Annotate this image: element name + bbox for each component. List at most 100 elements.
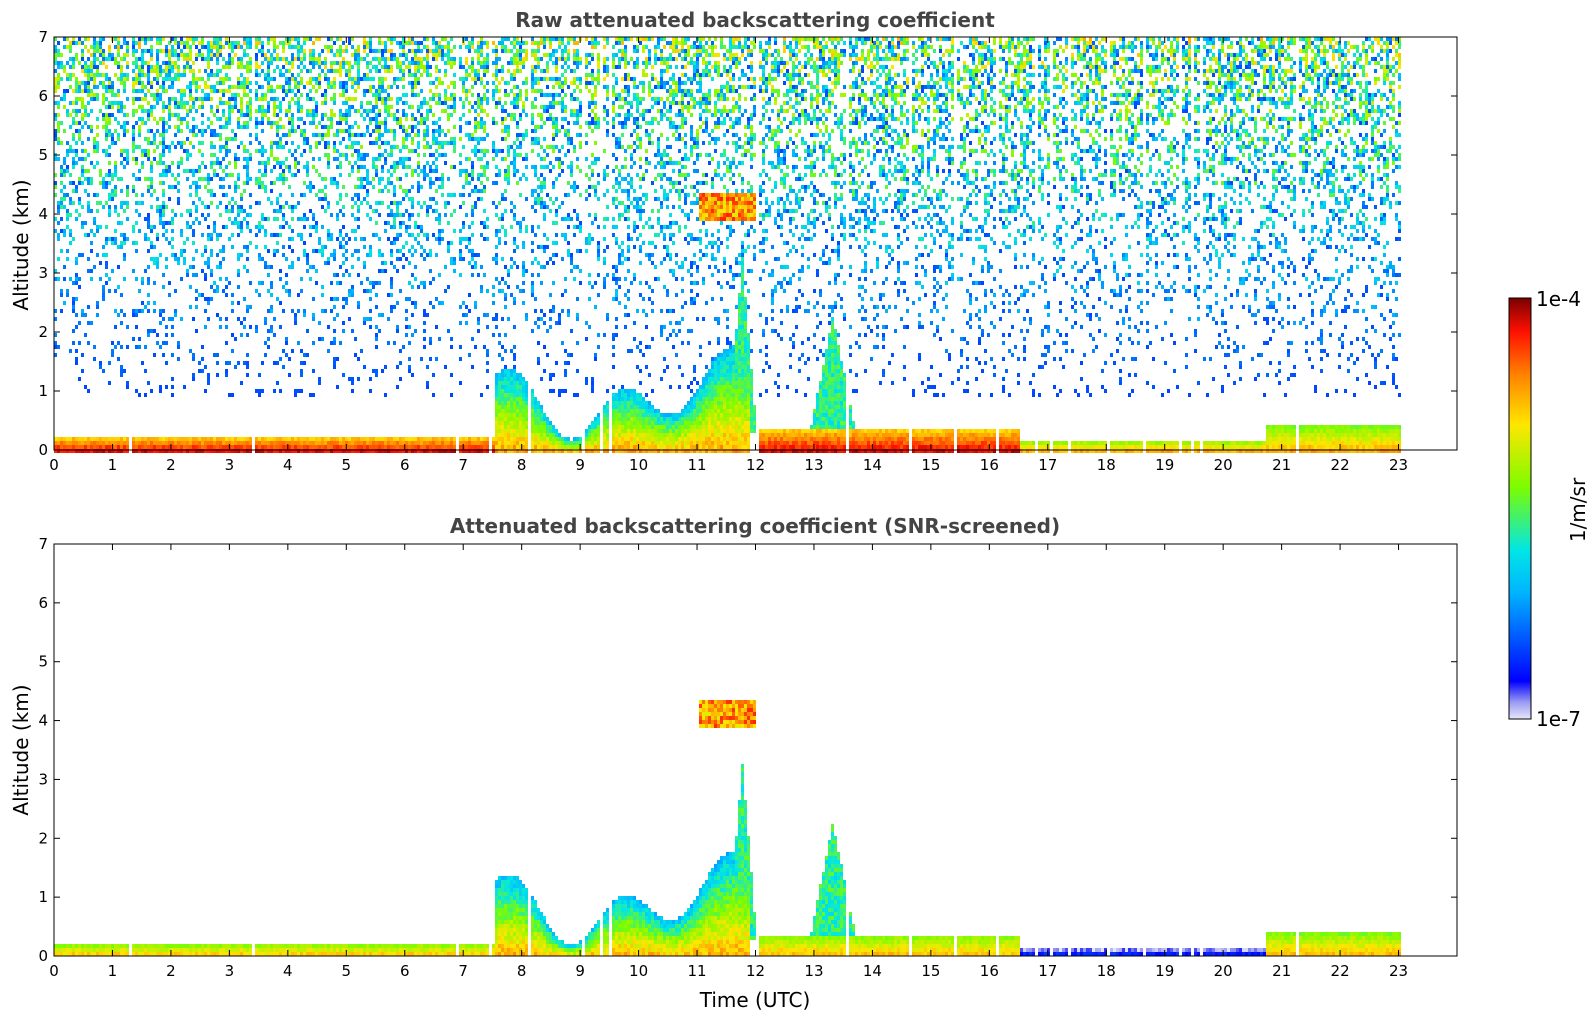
top-heat-cell xyxy=(333,157,336,161)
top-heat-cell xyxy=(93,265,96,269)
top-heat-cell xyxy=(321,449,324,453)
top-heat-cell xyxy=(294,389,297,393)
top-heat-cell xyxy=(426,113,429,117)
top-heat-cell xyxy=(378,313,381,317)
top-heat-cell xyxy=(330,37,333,41)
top-heat-cell xyxy=(384,269,387,273)
top-heat-cell xyxy=(492,445,495,449)
top-heat-cell xyxy=(162,205,165,209)
top-heat-cell xyxy=(270,325,273,329)
top-heat-cell xyxy=(459,357,462,361)
top-heat-cell xyxy=(408,225,411,229)
top-heat-cell xyxy=(210,177,213,181)
top-heat-cell xyxy=(63,445,66,449)
top-heat-cell xyxy=(174,113,177,117)
top-heat-cell xyxy=(468,137,471,141)
top-heat-cell xyxy=(345,441,348,445)
top-heat-cell xyxy=(534,141,537,145)
top-heat-cell xyxy=(393,221,396,225)
top-heat-cell xyxy=(333,101,336,105)
top-heat-cell xyxy=(510,101,513,105)
top-heat-cell xyxy=(477,329,480,333)
top-heat-cell xyxy=(186,65,189,69)
top-heat-cell xyxy=(303,225,306,229)
top-heat-cell xyxy=(459,117,462,121)
top-heat-cell xyxy=(345,89,348,93)
top-heat-cell xyxy=(375,65,378,69)
top-heat-cell xyxy=(336,201,339,205)
top-heat-cell xyxy=(312,121,315,125)
top-heat-cell xyxy=(273,77,276,81)
top-heat-cell xyxy=(201,129,204,133)
top-heat-cell xyxy=(57,73,60,77)
top-heat-cell xyxy=(132,113,135,117)
top-heat-cell xyxy=(453,209,456,213)
top-heat-cell xyxy=(336,217,339,221)
top-heat-cell xyxy=(312,445,315,449)
top-heat-cell xyxy=(513,53,516,57)
top-heat-cell xyxy=(120,309,123,313)
top-heat-cell xyxy=(531,85,534,89)
top-heat-cell xyxy=(465,245,468,249)
top-heat-cell xyxy=(432,153,435,157)
top-heat-cell xyxy=(462,65,465,69)
top-heat-cell xyxy=(282,449,285,453)
top-heat-cell xyxy=(324,197,327,201)
top-heat-cell xyxy=(219,137,222,141)
top-heat-cell xyxy=(264,77,267,81)
top-heat-cell xyxy=(393,133,396,137)
top-heat-cell xyxy=(351,213,354,217)
top-heat-cell xyxy=(300,449,303,453)
top-heat-cell xyxy=(324,61,327,65)
top-heat-cell xyxy=(186,113,189,117)
top-heat-cell xyxy=(366,177,369,181)
top-heat-cell xyxy=(276,53,279,57)
top-heat-cell xyxy=(504,109,507,113)
top-heat-cell xyxy=(357,273,360,277)
top-heat-cell xyxy=(534,321,537,325)
top-heat-cell xyxy=(498,377,501,381)
top-heat-cell xyxy=(174,49,177,53)
top-heat-cell xyxy=(132,49,135,53)
top-heat-cell xyxy=(426,205,429,209)
top-heat-cell xyxy=(240,321,243,325)
top-heat-cell xyxy=(471,69,474,73)
top-heat-cell xyxy=(282,437,285,441)
top-heat-cell xyxy=(69,45,72,49)
top-heat-cell xyxy=(417,173,420,177)
top-heat-cell xyxy=(276,177,279,181)
top-heat-cell xyxy=(315,225,318,229)
top-heat-cell xyxy=(270,189,273,193)
top-heat-cell xyxy=(354,53,357,57)
top-heat-cell xyxy=(312,57,315,61)
top-heat-cell xyxy=(219,101,222,105)
top-heat-cell xyxy=(510,445,513,449)
top-heat-cell xyxy=(387,205,390,209)
top-heat-cell xyxy=(516,153,519,157)
top-heat-cell xyxy=(108,145,111,149)
top-heat-cell xyxy=(258,41,261,45)
top-heat-cell xyxy=(243,437,246,441)
top-heat-cell xyxy=(510,257,513,261)
top-heat-cell xyxy=(279,73,282,77)
top-heat-cell xyxy=(513,161,516,165)
top-heat-cell xyxy=(228,201,231,205)
top-heat-cell xyxy=(306,165,309,169)
top-heat-cell xyxy=(204,81,207,85)
top-heat-cell xyxy=(477,273,480,277)
top-heat-cell xyxy=(504,305,507,309)
top-heat-cell xyxy=(405,317,408,321)
top-heat-cell xyxy=(504,81,507,85)
top-heat-cell xyxy=(492,73,495,77)
top-heat-cell xyxy=(375,121,378,125)
top-heat-cell xyxy=(531,65,534,69)
top-heat-cell xyxy=(525,313,528,317)
top-heat-cell xyxy=(192,273,195,277)
top-heat-cell xyxy=(531,249,534,253)
top-heat-cell xyxy=(267,69,270,73)
top-heat-cell xyxy=(276,361,279,365)
top-heat-cell xyxy=(231,49,234,53)
top-heat-cell xyxy=(183,257,186,261)
top-heat-cell xyxy=(525,153,528,157)
top-heat-cell xyxy=(111,341,114,345)
